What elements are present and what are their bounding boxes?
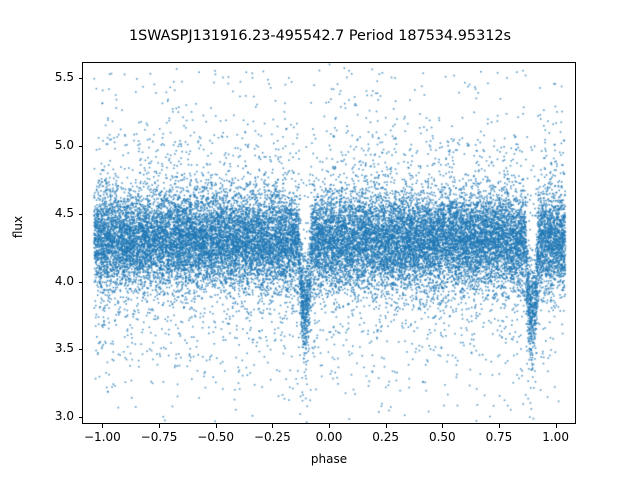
x-tick-mark — [385, 424, 387, 428]
y-tick-mark — [78, 146, 82, 148]
x-tick-mark — [215, 424, 217, 428]
y-tick-mark — [78, 349, 82, 351]
y-tick-label: 3.0 — [54, 409, 74, 424]
x-tick-label: 0.25 — [372, 430, 399, 444]
x-tick-mark — [159, 424, 161, 428]
y-tick-label: 3.5 — [54, 341, 74, 356]
x-tick-mark — [272, 424, 274, 428]
page-title: 1SWASPJ131916.23-495542.7 Period 187534.… — [128, 28, 512, 44]
x-tick-mark — [329, 424, 330, 428]
x-tick-mark — [102, 424, 104, 428]
x-tick-label: −0.75 — [140, 430, 178, 444]
y-axis-label: flux — [11, 215, 25, 239]
x-tick-label: 0.50 — [428, 430, 456, 444]
x-axis-label: phase — [310, 452, 348, 466]
plot-axes — [82, 62, 576, 424]
y-tick-mark — [78, 281, 82, 283]
y-tick-label: 4.0 — [54, 273, 74, 288]
y-tick-label: 5.0 — [54, 138, 74, 153]
x-tick-mark — [555, 424, 557, 428]
x-tick-mark — [498, 424, 500, 428]
x-tick-label: −0.50 — [197, 430, 235, 444]
x-tick-label: −1.00 — [84, 430, 121, 444]
x-tick-label: 0.00 — [315, 430, 343, 444]
y-tick-label: 5.5 — [54, 70, 74, 85]
y-tick-mark — [78, 78, 82, 80]
y-tick-label: 4.5 — [54, 205, 74, 220]
x-tick-mark — [442, 424, 444, 428]
x-tick-label: 0.75 — [485, 430, 513, 444]
y-tick-mark — [78, 213, 82, 215]
x-tick-label: −0.25 — [253, 430, 291, 444]
scatter-points-layer — [83, 63, 575, 423]
x-tick-label: 1.00 — [542, 430, 569, 444]
y-tick-mark — [78, 417, 82, 419]
